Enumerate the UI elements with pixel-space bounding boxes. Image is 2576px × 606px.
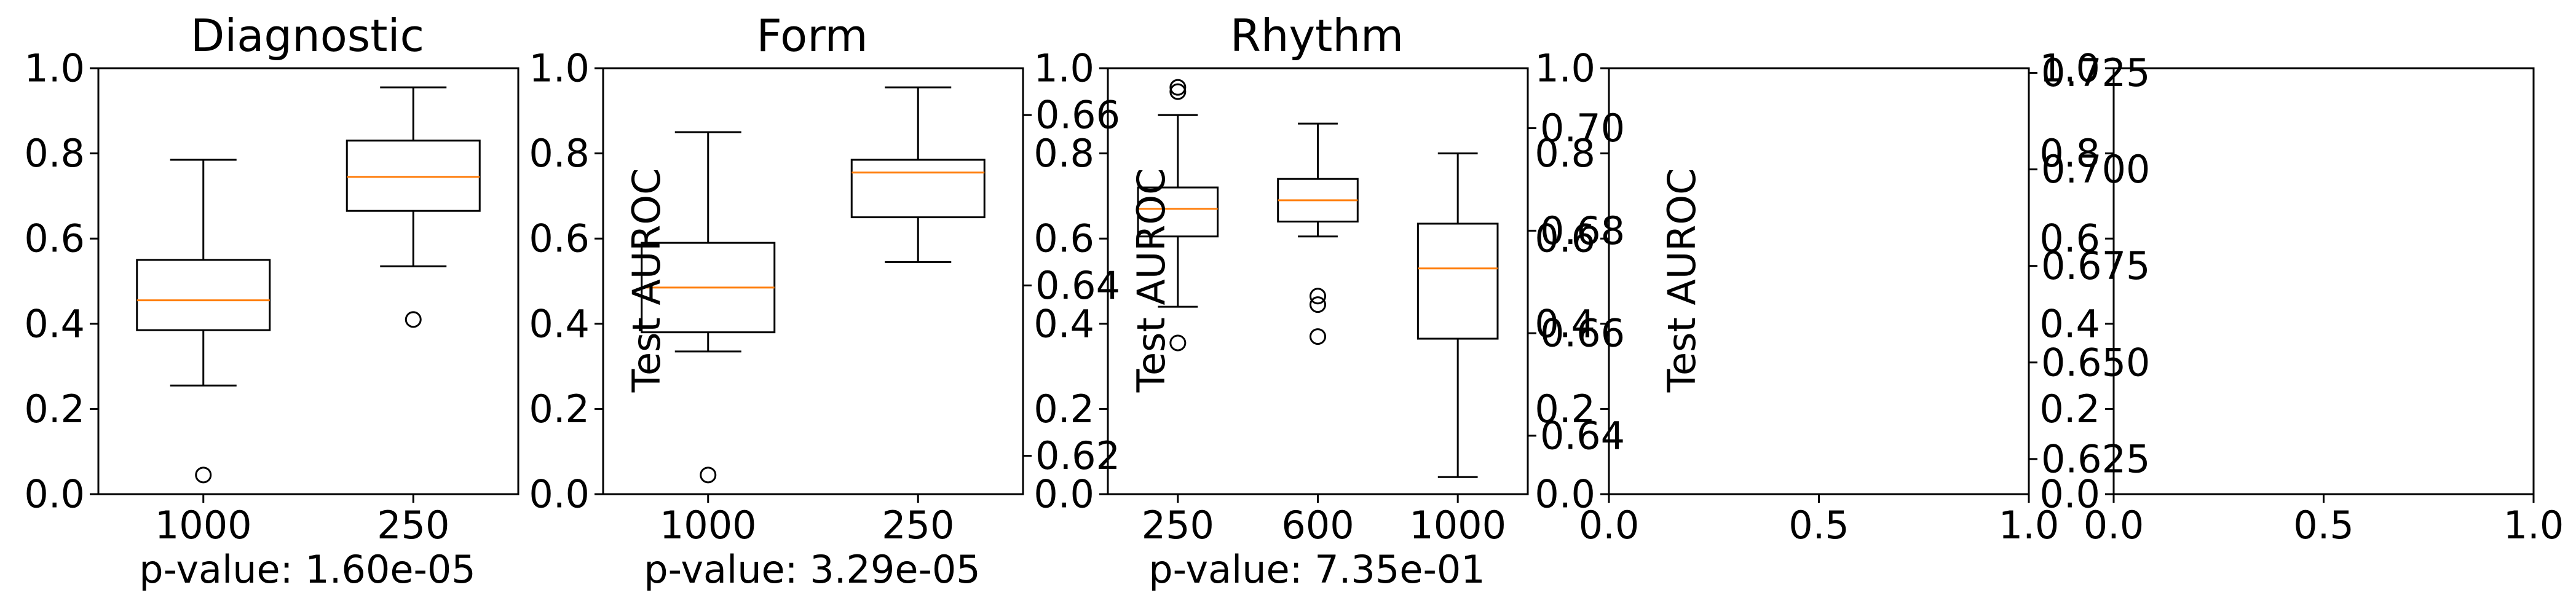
box-form-250 [850,86,986,263]
secondary-y-tick-label-panel-4: 0.675 [2041,243,2151,288]
x-tick-label-panel-5: 0.5 [2293,503,2354,548]
box-rhythm-1000 [1416,152,1499,478]
y-axis-label-rhythm: Test AUROC [1129,168,1174,393]
panel-title-rhythm: Rhythm [1230,10,1404,61]
y-tick-label-rhythm: 0.0 [1033,472,1094,517]
y-tick-label-panel-4: 0.4 [1535,301,1595,346]
plot-marks [136,79,1499,484]
outlier-point [1310,296,1326,313]
axes-frame-diagnostic [97,67,520,495]
secondary-y-tick-label-rhythm: 0.68 [1540,208,1625,253]
y-tick-label-diagnostic: 0.2 [24,387,85,431]
box-rhythm-250 [1137,79,1219,352]
x-tick-label-panel-4: 0.0 [1579,503,1640,548]
iqr-box [1416,222,1499,340]
iqr-box [346,140,481,212]
y-tick-label-panel-5: 0.8 [2039,131,2100,176]
axes-frame-panel-4 [1608,67,2030,495]
y-tick-label-diagnostic: 1.0 [24,46,85,91]
axes-frame-rhythm [1107,67,1529,495]
secondary-y-tick-label-panel-4: 0.725 [2041,50,2151,95]
box-diagnostic-1000 [136,159,271,484]
x-tick-label-panel-5: 1.0 [2503,503,2564,548]
y-tick-label-panel-4: 0.2 [1535,387,1595,431]
y-tick-label-panel-5: 0.6 [2039,216,2100,261]
y-axis-label-form: Test AUROC [624,168,669,393]
y-tick-label-panel-4: 0.8 [1535,131,1595,176]
y-tick-label-diagnostic: 0.0 [24,472,85,517]
secondary-y-tick-label-rhythm: 0.66 [1540,311,1625,356]
axes-frame-form [602,67,1024,495]
pvalue-rhythm: p-value: 7.35e-01 [1148,547,1485,592]
y-tick-label-form: 0.0 [529,472,590,517]
box-diagnostic-250 [346,86,481,328]
x-tick-label-diagnostic: 1000 [155,503,252,548]
x-tick-label-form: 250 [882,503,954,548]
y-tick-label-form: 0.8 [529,131,590,176]
y-axis-label-panel4: Test AUROC [1659,168,1704,393]
y-tick-label-diagnostic: 0.8 [24,131,85,176]
outlier-point [1169,83,1187,100]
panel-title-diagnostic: Diagnostic [191,10,424,61]
y-tick-label-diagnostic: 0.6 [24,216,85,261]
pvalue-form: p-value: 3.29e-05 [644,547,980,592]
panel-title-form: Form [756,10,867,61]
axes-frames: 0.0 0.2 0.4 0.6 0.8 1.0 1000 250 0.0 0.2 0.4 0.6 0.8… [24,46,2564,548]
secondary-y-tick-label-form: 0.64 [1035,263,1120,308]
secondary-y-tick-label-panel-4: 0.700 [2041,147,2151,192]
secondary-y-tick-label-rhythm: 0.64 [1540,413,1625,458]
x-tick-label-rhythm: 600 [1281,503,1354,548]
y-tick-label-rhythm: 0.8 [1033,131,1094,176]
secondary-y-tick-label-rhythm: 0.70 [1540,106,1625,151]
x-tick-label-rhythm: 1000 [1409,503,1506,548]
outlier-point [1310,328,1326,345]
secondary-y-tick-label-panel-4: 0.650 [2041,340,2151,385]
x-tick-label-panel-5: 0.0 [2084,503,2144,548]
y-tick-label-form: 0.2 [529,387,590,431]
y-tick-label-rhythm: 0.4 [1033,301,1094,346]
outlier-point [1310,288,1326,305]
outlier-point [1169,334,1187,352]
y-tick-label-form: 0.6 [529,216,590,261]
y-tick-label-panel-5: 0.0 [2039,472,2100,517]
outlier-point [700,466,717,484]
y-tick-label-panel-4: 1.0 [1535,46,1595,91]
y-tick-label-form: 0.4 [529,301,590,346]
secondary-y-tick-label-form: 0.62 [1035,433,1120,478]
y-tick-label-rhythm: 1.0 [1033,46,1094,91]
secondary-y-tick-label-panel-4: 0.625 [2041,436,2151,481]
y-tick-label-panel-5: 0.4 [2039,301,2100,346]
x-tick-label-rhythm: 250 [1142,503,1214,548]
iqr-box [850,159,986,219]
outlier-point [1169,79,1187,96]
y-tick-label-panel-5: 1.0 [2039,46,2100,91]
y-tick-label-rhythm: 0.2 [1033,387,1094,431]
x-tick-label-panel-4: 1.0 [1999,503,2060,548]
box-rhythm-600 [1277,122,1359,345]
y-tick-label-panel-4: 0.0 [1535,472,1595,517]
text-labels: Diagnostic Form Rhythm p-value: 1.60e-05… [139,10,1704,592]
x-tick-label-panel-4: 0.5 [1788,503,1849,548]
outlier-point [195,466,212,484]
box-form-1000 [641,131,776,484]
iqr-box [1137,186,1219,238]
outlier-point [405,311,422,328]
y-tick-label-diagnostic: 0.4 [24,301,85,346]
secondary-y-tick-label-form: 0.66 [1035,93,1120,138]
axes-frame-panel-5 [2112,67,2535,495]
y-tick-label-rhythm: 0.6 [1033,216,1094,261]
x-tick-label-diagnostic: 250 [377,503,449,548]
x-tick-label-form: 1000 [660,503,757,548]
pvalue-diagnostic: p-value: 1.60e-05 [139,547,475,592]
y-tick-label-panel-5: 0.2 [2039,387,2100,431]
y-tick-label-panel-4: 0.6 [1535,216,1595,261]
iqr-box [136,259,271,331]
y-tick-label-form: 1.0 [529,46,590,91]
